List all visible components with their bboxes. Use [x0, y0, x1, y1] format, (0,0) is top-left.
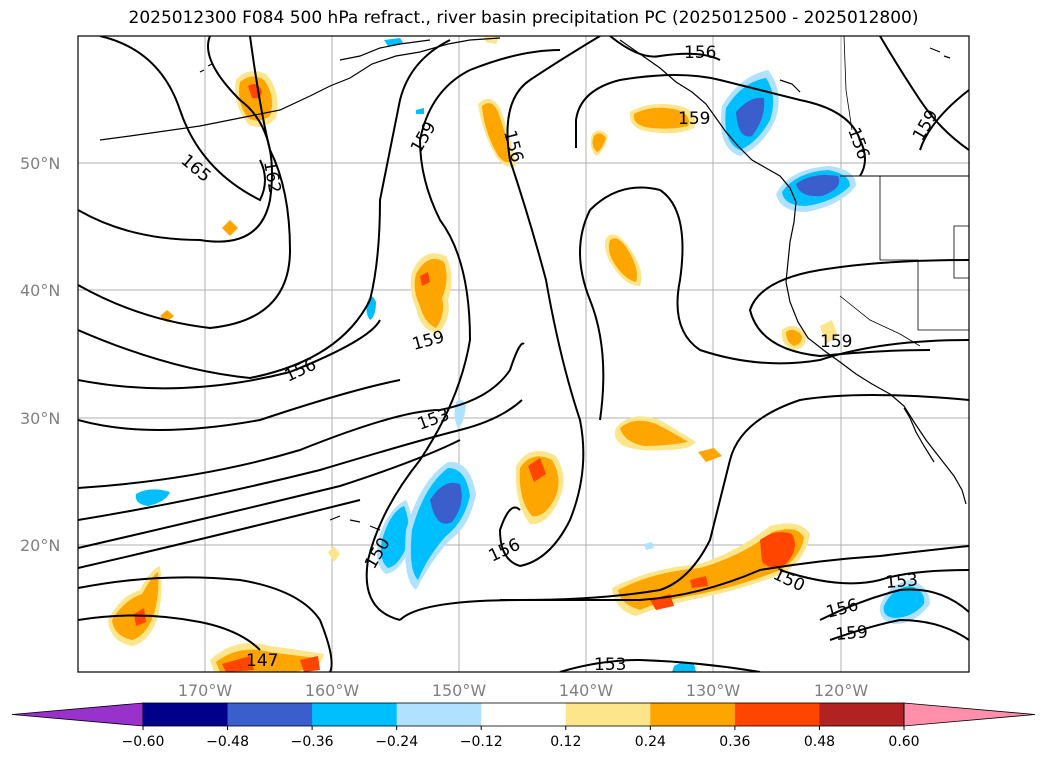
colorbar-tick-label: −0.48	[206, 734, 249, 750]
colorbar-tick-label: 0.12	[550, 734, 581, 750]
colorbar: −0.60 −0.48 −0.36 −0.24 −0.12 0.12 0.24 0.36 0.4…	[11, 702, 1036, 750]
colorbar-swatch	[143, 703, 229, 726]
colorbar-swatch	[650, 703, 736, 726]
colorbar-swatch	[734, 703, 820, 726]
map-frame	[77, 35, 970, 673]
colorbar-frame	[142, 702, 905, 727]
lat-label: 40°N	[20, 281, 60, 300]
lon-label: 150°W	[432, 681, 487, 700]
colorbar-swatch	[396, 703, 482, 726]
colorbar-tick-label: 0.24	[635, 734, 666, 750]
colorbar-tick-label: −0.12	[460, 734, 503, 750]
colorbar-swatch	[481, 703, 567, 726]
contours	[78, 36, 969, 672]
lon-label: 120°W	[814, 681, 869, 700]
colorbar-tick-label: 0.36	[719, 734, 750, 750]
precip-shading	[108, 36, 930, 672]
colorbar-tick-label: −0.60	[122, 734, 165, 750]
svg-text:156: 156	[684, 43, 716, 63]
colorbar-tick-label: −0.36	[291, 734, 334, 750]
colorbar-extend-min	[11, 702, 144, 727]
lat-label: 50°N	[20, 154, 60, 173]
longitude-labels: 170°W 160°W 150°W 140°W 130°W 120°W	[178, 681, 869, 700]
lat-label: 30°N	[20, 409, 60, 428]
lon-label: 130°W	[686, 681, 741, 700]
svg-text:153: 153	[594, 655, 626, 675]
svg-text:153: 153	[885, 570, 919, 593]
svg-text:147: 147	[246, 651, 278, 671]
lon-label: 170°W	[178, 681, 233, 700]
lon-label: 140°W	[559, 681, 614, 700]
colorbar-tick-label: −0.24	[375, 734, 418, 750]
colorbar-tick-label: 0.60	[888, 734, 919, 750]
map-title: 2025012300 F084 500 hPa refract., river …	[128, 8, 919, 28]
latitude-labels: 50°N 40°N 30°N 20°N	[20, 154, 60, 555]
colorbar-swatch	[312, 703, 398, 726]
svg-text:159: 159	[678, 109, 710, 129]
lat-label: 20°N	[20, 536, 60, 555]
colorbar-extend-max	[903, 702, 1036, 727]
svg-text:159: 159	[835, 622, 869, 645]
svg-text:159: 159	[820, 332, 852, 352]
colorbar-swatch	[565, 703, 651, 726]
colorbar-swatch	[227, 703, 313, 726]
lon-label: 160°W	[305, 681, 360, 700]
colorbar-swatch	[819, 703, 905, 726]
colorbar-tick-label: 0.48	[804, 734, 835, 750]
